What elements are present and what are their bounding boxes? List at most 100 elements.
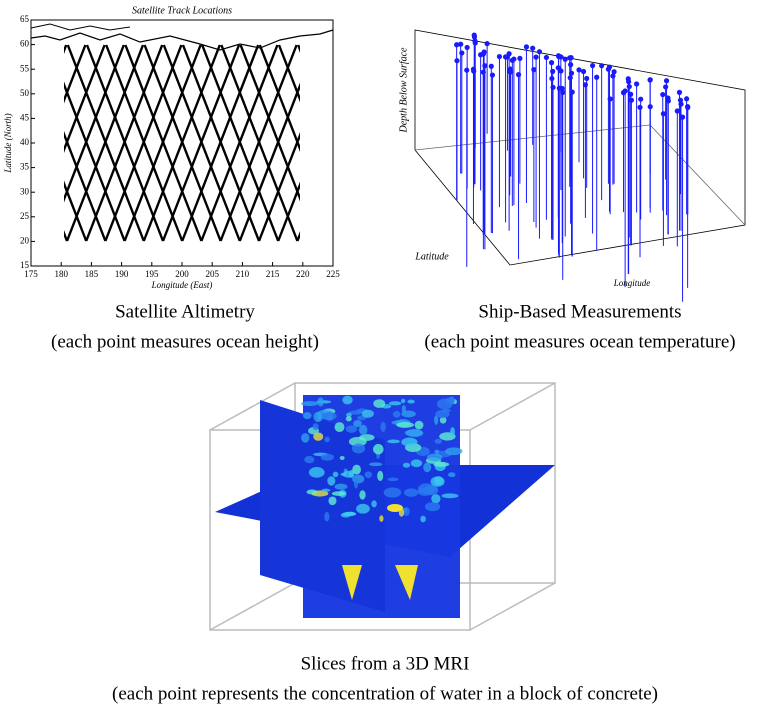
caption: (each point measures ocean height) <box>51 331 319 352</box>
mri-spot <box>420 515 426 523</box>
track <box>374 45 450 241</box>
stem-head <box>628 97 634 103</box>
stem-head <box>663 84 669 90</box>
mri-spot <box>345 425 357 433</box>
mri-spot <box>324 436 330 443</box>
stem-head <box>677 97 684 103</box>
mri-spot <box>368 462 383 467</box>
caption: (each point measures ocean temperature) <box>424 331 735 352</box>
track <box>277 44 300 103</box>
mri-spot <box>430 476 445 487</box>
track <box>64 81 126 242</box>
stem-head <box>605 66 612 72</box>
mri-spot <box>306 489 318 495</box>
mri-spot <box>373 399 386 408</box>
mri-spot <box>334 483 348 490</box>
stem-head <box>511 56 517 62</box>
stem-head <box>567 55 573 61</box>
y-tick-label: 15 <box>20 260 30 270</box>
track <box>375 45 451 241</box>
mri-spot <box>441 493 459 499</box>
y-axis-label: Latitude (North) <box>3 113 13 173</box>
mri-spot <box>345 416 352 422</box>
stem-head <box>622 88 628 94</box>
x-tick-label: 200 <box>175 269 189 279</box>
stem-head <box>489 72 496 78</box>
x-tick-label: 225 <box>326 269 340 279</box>
mri-spot <box>359 424 368 436</box>
mri-spot <box>380 421 386 432</box>
x-axis-label: Longitude <box>613 278 651 288</box>
stem-head <box>507 69 513 75</box>
mri-spot <box>434 415 439 425</box>
mri-spot <box>353 419 362 428</box>
stem-head <box>599 63 605 69</box>
track <box>162 44 241 242</box>
mri-spot <box>403 507 410 517</box>
mri-spot <box>331 491 346 496</box>
mri-spot <box>321 488 331 492</box>
track <box>433 45 509 241</box>
mri-spot <box>312 423 319 431</box>
stem-head <box>550 68 556 74</box>
stem-head <box>678 101 684 107</box>
mri-spot <box>340 513 351 518</box>
stem-head <box>464 44 470 51</box>
mri-spot <box>426 453 443 462</box>
mri-spot <box>404 488 419 497</box>
track <box>296 230 300 242</box>
track <box>105 44 184 242</box>
stem-head <box>533 54 539 60</box>
stem-head <box>607 96 613 102</box>
stem-head <box>523 44 530 50</box>
mri-spot <box>417 483 435 495</box>
y-tick-label: 45 <box>20 112 30 122</box>
track <box>432 45 508 241</box>
ship-panel: Depth Below Surface Latitude Longitude S… <box>398 29 746 352</box>
caption: Slices from a 3D MRI <box>301 653 470 674</box>
mri-spot <box>301 401 319 407</box>
stem-head <box>471 34 478 40</box>
track <box>64 180 88 242</box>
mri-spot <box>439 416 447 424</box>
mri-spot <box>334 422 345 433</box>
stem-head <box>454 42 460 48</box>
mri-spot <box>433 461 450 467</box>
x-tick-label: 185 <box>85 269 99 279</box>
mri-spot <box>392 410 401 418</box>
mri-spot <box>445 447 463 456</box>
mri-spot <box>304 455 315 464</box>
track <box>489 45 565 241</box>
mri-slices <box>215 395 555 618</box>
coastline <box>30 23 131 31</box>
stem-head <box>626 83 632 90</box>
stem-head <box>454 58 460 64</box>
track <box>124 44 203 242</box>
stem-head <box>504 54 511 60</box>
mri-spot <box>395 565 418 600</box>
stem-head <box>584 75 590 82</box>
y-tick-label: 50 <box>20 88 30 98</box>
mri-spot <box>364 471 373 478</box>
mri-spot <box>388 401 402 406</box>
stem-head <box>472 40 478 46</box>
mri-spot <box>339 455 345 460</box>
stem-head <box>674 108 680 114</box>
y-tick-label: 40 <box>20 137 30 147</box>
mri-spot <box>342 470 355 478</box>
mri-spot <box>351 443 366 454</box>
y-tick-label: 35 <box>20 162 30 172</box>
stem-head <box>663 78 670 84</box>
stem-head <box>555 53 562 59</box>
track <box>66 44 145 242</box>
track <box>85 44 165 242</box>
mri-spot <box>404 429 423 437</box>
caption: Ship-Based Measurements <box>478 301 681 322</box>
mri-spot <box>371 500 377 508</box>
tracks <box>64 44 565 242</box>
mri-spot <box>401 410 416 418</box>
stem-head <box>459 50 465 56</box>
stem-head <box>536 49 543 55</box>
mri-spot <box>435 409 450 419</box>
